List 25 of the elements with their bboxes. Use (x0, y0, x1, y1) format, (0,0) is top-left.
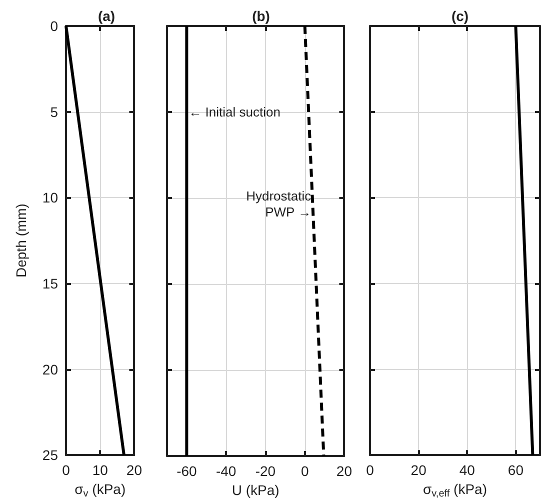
x-tick-label: -40 (216, 463, 236, 479)
annotation: Hydrostatic PWP → (246, 188, 312, 220)
y-tick-label: 15 (42, 275, 58, 292)
y-tick-label: 5 (50, 104, 58, 120)
chart-title: (c) (451, 8, 469, 24)
chart-title: (b) (252, 8, 270, 24)
x-tick-label: -60 (176, 463, 198, 479)
x-tick-label: 0 (62, 462, 70, 478)
y-tick-label: 20 (42, 361, 58, 378)
x-tick-label: 0 (366, 462, 374, 478)
chart-title: (a) (98, 8, 116, 24)
x-axis-title: U (kPa) (232, 482, 280, 498)
x-tick-label: 20 (410, 462, 427, 478)
x-tick-label: 10 (92, 462, 108, 478)
y-tick-label: 10 (42, 190, 58, 206)
x-tick-label: -20 (255, 463, 276, 479)
x-tick-label: 20 (126, 462, 142, 478)
x-tick-label: 0 (300, 463, 309, 479)
y-axis-title: Depth (mm) (13, 204, 29, 278)
annotation: ← Initial suction (188, 104, 280, 120)
y-tick-label: 0 (50, 18, 58, 34)
y-tick-label: 25 (42, 447, 58, 464)
x-tick-label: 20 (336, 463, 352, 479)
x-tick-label: 40 (459, 462, 476, 478)
x-tick-label: 60 (508, 462, 524, 478)
